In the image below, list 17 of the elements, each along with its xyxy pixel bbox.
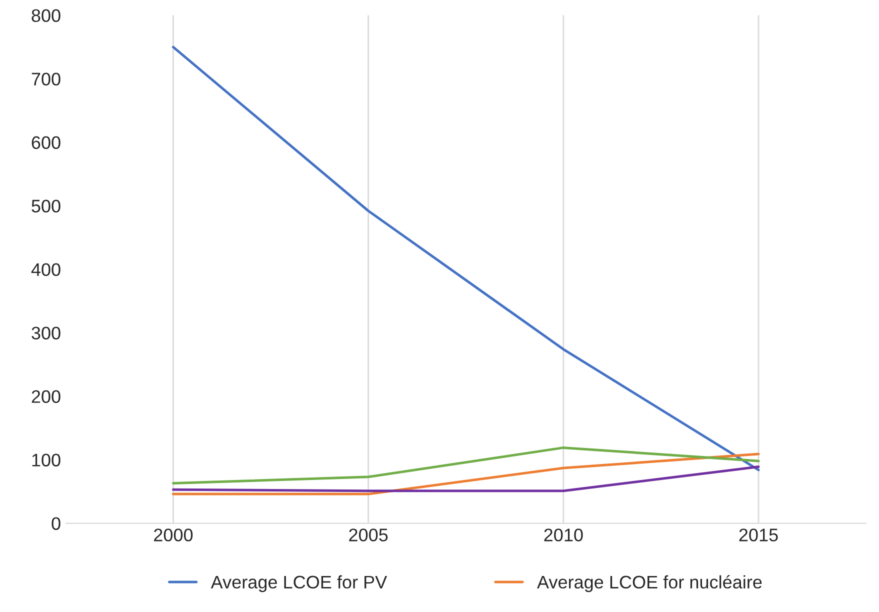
y-tick-label: 700 (32, 72, 60, 86)
line-series (172, 46, 760, 472)
y-tick-label: 0 (52, 517, 60, 530)
x-tick-label: 2005 (349, 528, 388, 542)
x-tick-label: 2015 (739, 528, 778, 542)
legend-label: Average LCOE for nucléaire (537, 575, 762, 592)
line-series (172, 446, 760, 485)
y-tick-label: 100 (32, 454, 60, 466)
x-tick-label: 2010 (544, 528, 583, 542)
y-tick-label: 500 (32, 200, 60, 213)
y-tick-label: 800 (32, 9, 60, 22)
x-tick-label: 2000 (154, 528, 193, 542)
y-tick-label: 600 (32, 136, 60, 150)
y-tick-label: 200 (32, 390, 60, 403)
y-tick-label: 300 (32, 326, 60, 340)
legend-label: Average LCOE for PV (210, 575, 388, 592)
y-tick-label: 400 (31, 263, 60, 276)
